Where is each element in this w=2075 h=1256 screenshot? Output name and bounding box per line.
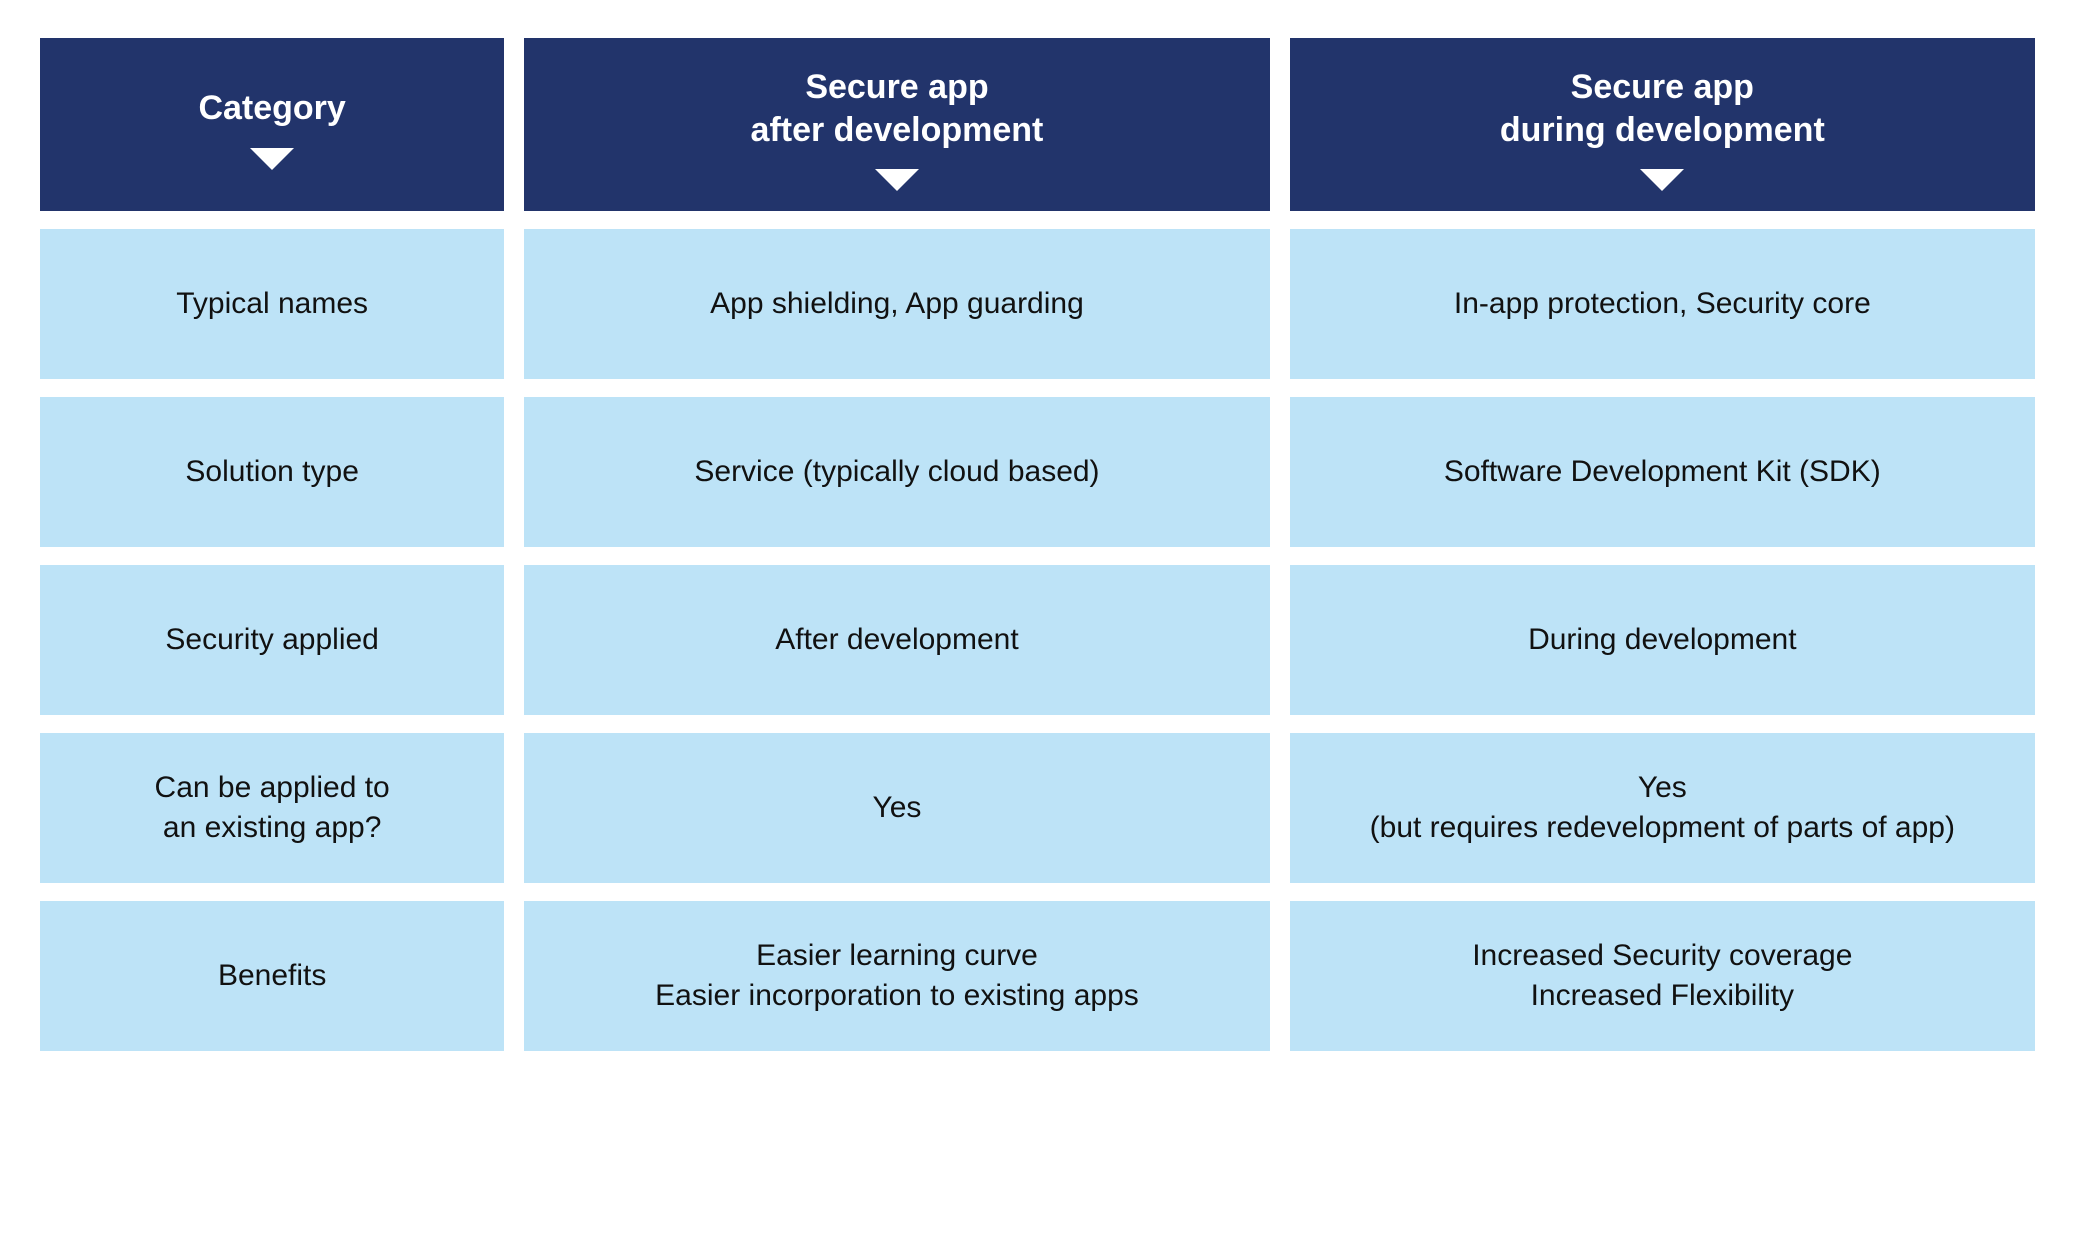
table-header-label: Secure app after development	[544, 66, 1249, 151]
table-header-cell: Category	[40, 38, 504, 211]
table-row: Security applied After development Durin…	[40, 565, 2035, 715]
after-dev-cell: App shielding, App guarding	[524, 229, 1269, 379]
category-cell: Can be applied to an existing app?	[40, 733, 504, 883]
table-row: Can be applied to an existing app? Yes Y…	[40, 733, 2035, 883]
during-dev-cell: Yes (but requires redevelopment of parts…	[1290, 733, 2035, 883]
comparison-table: Category Secure app after development Se…	[20, 20, 2055, 1069]
after-dev-cell: Easier learning curve Easier incorporati…	[524, 901, 1269, 1051]
after-dev-cell: Yes	[524, 733, 1269, 883]
table-row: Solution type Service (typically cloud b…	[40, 397, 2035, 547]
chevron-down-icon	[875, 169, 919, 191]
table-row: Typical names App shielding, App guardin…	[40, 229, 2035, 379]
table-header-label: Category	[60, 87, 484, 130]
during-dev-cell: During development	[1290, 565, 2035, 715]
table-row: Benefits Easier learning curve Easier in…	[40, 901, 2035, 1051]
after-dev-cell: After development	[524, 565, 1269, 715]
after-dev-cell: Service (typically cloud based)	[524, 397, 1269, 547]
category-cell: Benefits	[40, 901, 504, 1051]
table-header-cell: Secure app after development	[524, 38, 1269, 211]
table-body: Typical names App shielding, App guardin…	[40, 229, 2035, 1051]
during-dev-cell: In-app protection, Security core	[1290, 229, 2035, 379]
category-cell: Security applied	[40, 565, 504, 715]
category-cell: Typical names	[40, 229, 504, 379]
category-cell: Solution type	[40, 397, 504, 547]
chevron-down-icon	[1640, 169, 1684, 191]
table-header-row: Category Secure app after development Se…	[40, 38, 2035, 211]
table-header-cell: Secure app during development	[1290, 38, 2035, 211]
table-header-label: Secure app during development	[1310, 66, 2015, 151]
chevron-down-icon	[250, 148, 294, 170]
during-dev-cell: Software Development Kit (SDK)	[1290, 397, 2035, 547]
during-dev-cell: Increased Security coverage Increased Fl…	[1290, 901, 2035, 1051]
